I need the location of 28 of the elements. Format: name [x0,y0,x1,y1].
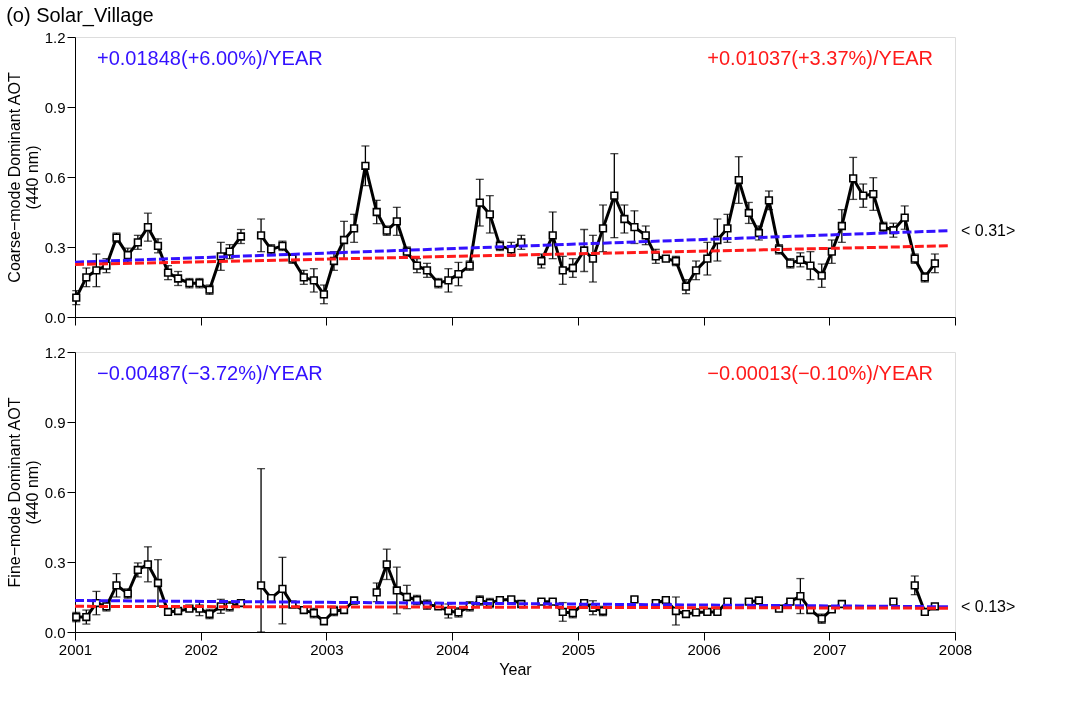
text: +0.01037(+3.37%)/YEAR [707,47,933,69]
chart-title: (o) Solar_Village [6,4,154,27]
y-tick-label: 1.2 [44,28,66,46]
y-tick-label: 0.3 [44,238,66,256]
y-tick-label: 0.9 [44,413,66,431]
x-tick-label: 2007 [813,640,847,658]
y-tick-label: 1.2 [44,343,66,361]
text: < 0.13> [961,597,1016,615]
y-tick-label: 0.6 [44,168,66,186]
text: +0.01848(+6.00%)/YEAR [97,47,323,69]
y-axis-title: Coarse−mode Dominant AOT (440 nm) [5,72,41,283]
x-tick-label: 2003 [310,640,344,658]
x-tick-label: 2001 [58,640,93,658]
text: −0.00487(−3.72%)/YEAR [97,362,323,384]
x-tick-label: 2002 [184,640,218,658]
text: < 0.31> [961,221,1016,239]
text: −0.00013(−0.10%)/YEAR [707,362,933,384]
y-tick-label: 0.0 [44,308,66,326]
x-tick-label: 2008 [938,640,973,658]
y-tick-label: 0.9 [44,98,66,116]
x-tick-label: 2005 [561,640,596,658]
y-tick-label: 0.6 [44,483,66,501]
y-axis-title: Fine−mode Dominant AOT (440 nm) [5,397,41,588]
y-tick-label: 0.0 [44,623,66,641]
x-axis-title: Year [499,660,533,678]
x-tick-label: 2004 [435,640,470,658]
y-tick-label: 0.3 [44,553,66,571]
x-tick-label: 2006 [687,640,721,658]
